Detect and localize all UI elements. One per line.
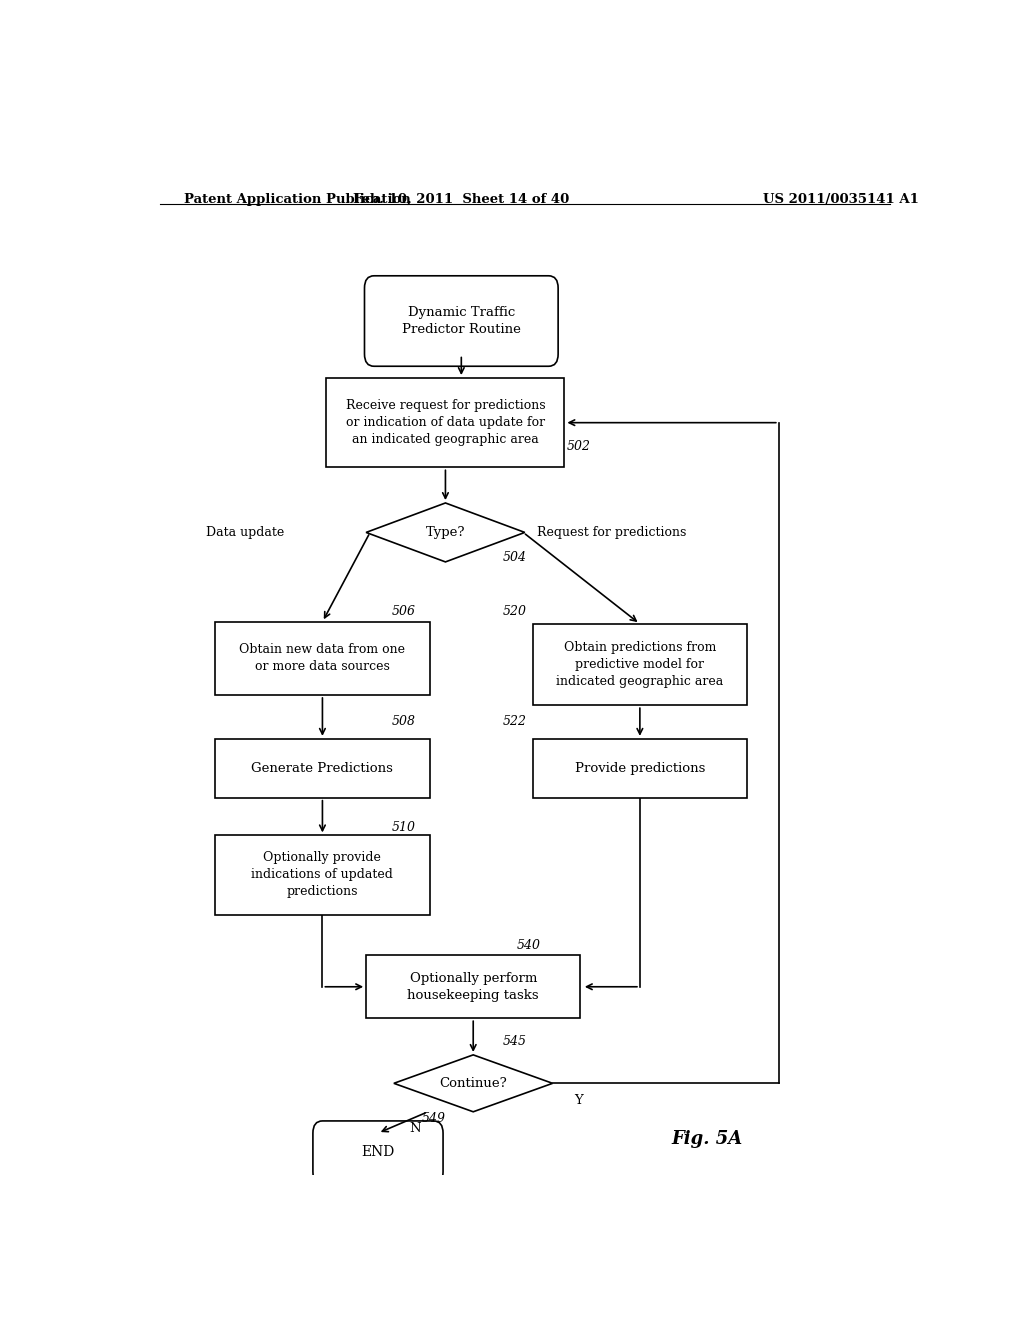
Text: 520: 520 [503,605,526,618]
Text: 522: 522 [503,714,526,727]
Text: Request for predictions: Request for predictions [538,525,687,539]
Text: Y: Y [574,1094,583,1107]
Polygon shape [394,1055,553,1111]
Text: US 2011/0035141 A1: US 2011/0035141 A1 [763,193,919,206]
Bar [215,836,430,915]
Text: 502: 502 [567,440,591,453]
Text: Patent Application Publication: Patent Application Publication [183,193,411,206]
Text: Fig. 5A: Fig. 5A [672,1130,742,1148]
Text: 540: 540 [517,939,541,952]
Text: Provide predictions: Provide predictions [574,762,706,775]
Text: Optionally provide
indications of updated
predictions: Optionally provide indications of update… [252,851,393,899]
Text: 504: 504 [503,550,526,564]
Text: Continue?: Continue? [439,1077,507,1090]
Polygon shape [367,503,524,562]
FancyBboxPatch shape [365,276,558,366]
Text: 545: 545 [503,1035,526,1048]
Text: Optionally perform
housekeeping tasks: Optionally perform housekeeping tasks [408,972,539,1002]
Text: Obtain predictions from
predictive model for
indicated geographic area: Obtain predictions from predictive model… [556,642,724,688]
Bar [215,739,430,797]
Bar [532,739,748,797]
Text: N: N [410,1122,421,1135]
Bar [367,956,581,1018]
Text: Dynamic Traffic
Predictor Routine: Dynamic Traffic Predictor Routine [401,306,521,337]
Text: 506: 506 [391,605,416,618]
Text: Generate Predictions: Generate Predictions [252,762,393,775]
Text: 549: 549 [422,1111,445,1125]
Bar [215,622,430,696]
FancyBboxPatch shape [313,1121,443,1184]
Text: 508: 508 [391,714,416,727]
Bar [327,378,564,467]
Text: END: END [361,1146,394,1159]
Text: Data update: Data update [206,525,285,539]
Text: 510: 510 [391,821,416,834]
Text: Feb. 10, 2011  Sheet 14 of 40: Feb. 10, 2011 Sheet 14 of 40 [353,193,569,206]
Text: Receive request for predictions
or indication of data update for
an indicated ge: Receive request for predictions or indic… [346,399,545,446]
Text: Obtain new data from one
or more data sources: Obtain new data from one or more data so… [240,643,406,673]
Text: Type?: Type? [426,525,465,539]
Bar [532,624,748,705]
